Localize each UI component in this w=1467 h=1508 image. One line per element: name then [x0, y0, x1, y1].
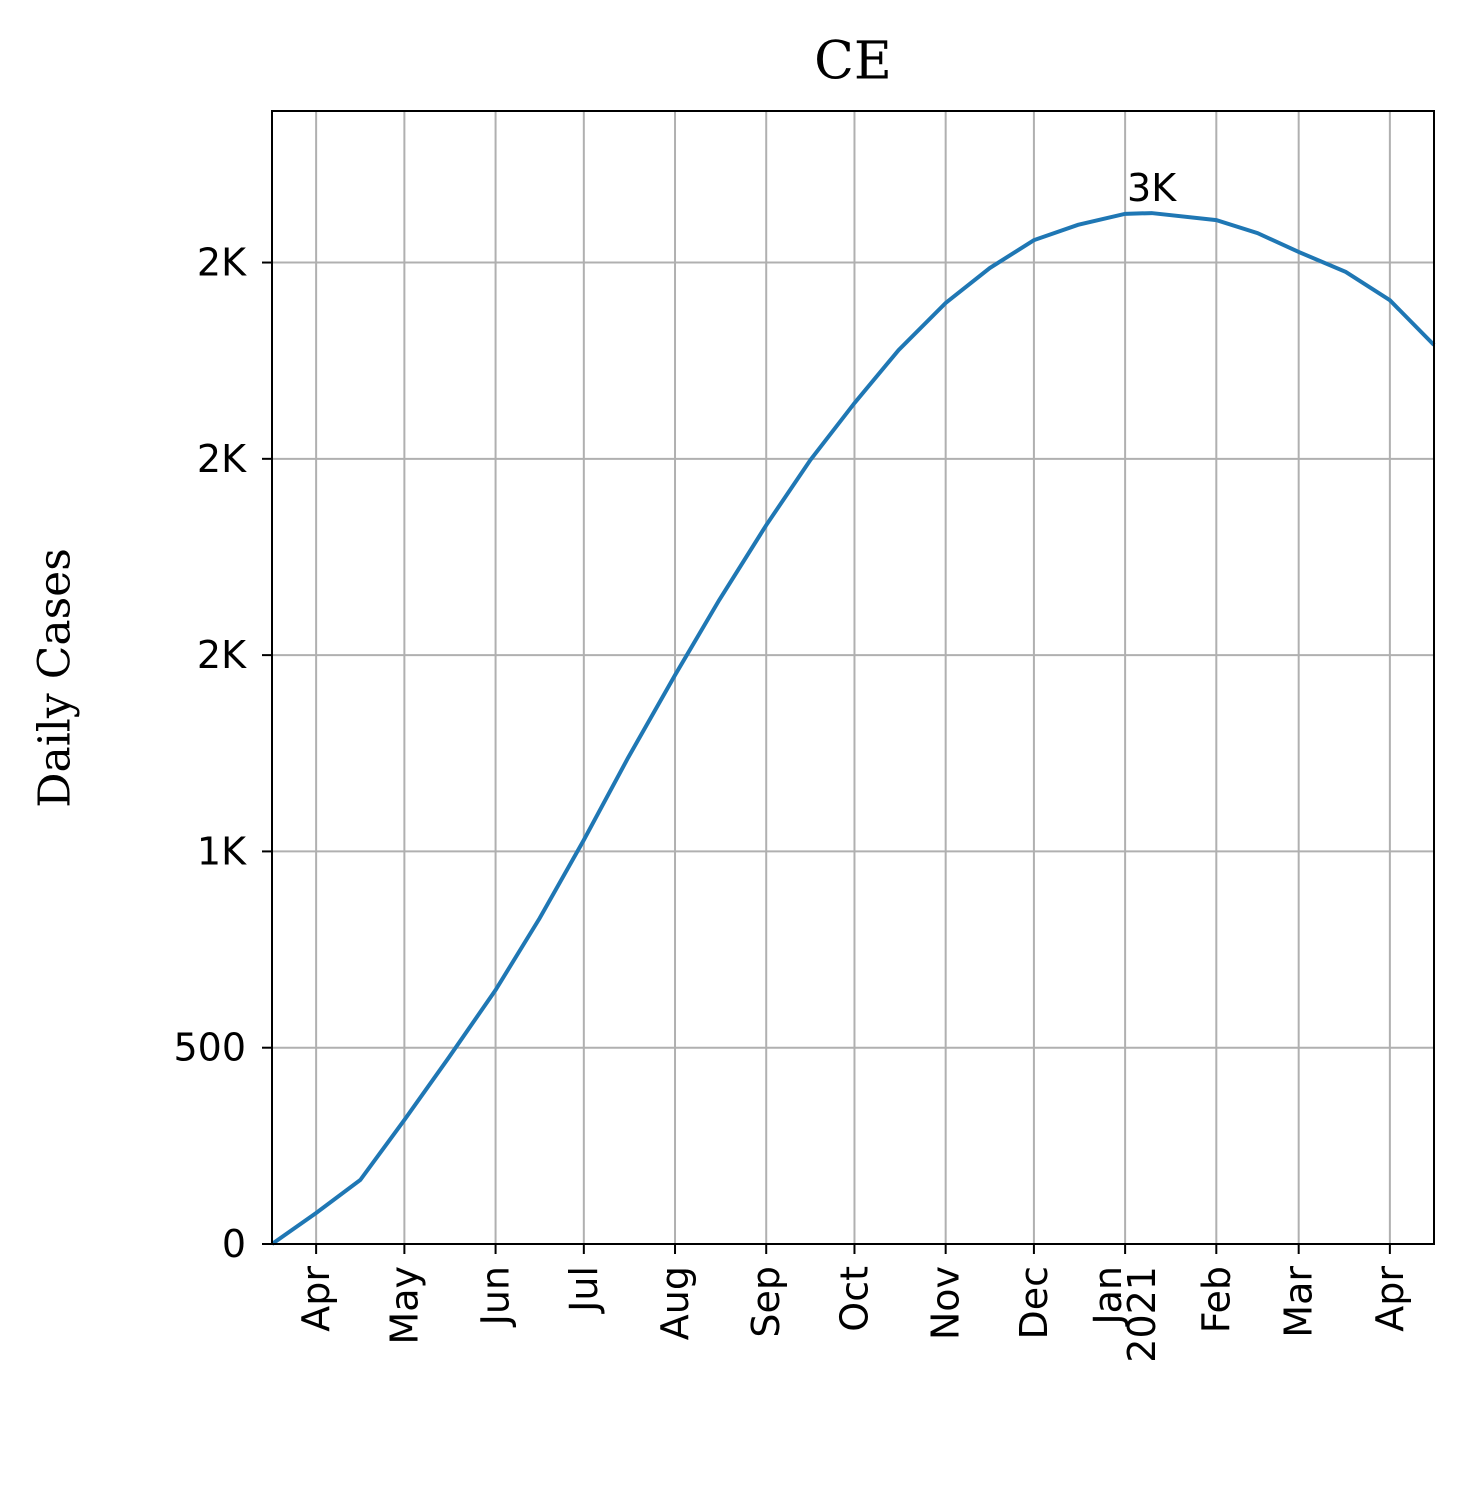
y-axis-label: Daily Cases	[30, 548, 81, 808]
x-tick-label: May	[382, 1266, 426, 1345]
y-tick-label: 0	[222, 1222, 246, 1266]
x-tick-label: Feb	[1194, 1266, 1238, 1333]
x-tick-label: Nov	[924, 1266, 968, 1340]
x-tick-label: Aug	[653, 1266, 697, 1340]
y-tick-label: 2K	[197, 633, 247, 677]
x-tick-label: Apr	[1368, 1266, 1412, 1332]
x-tick-label: Dec	[1012, 1266, 1056, 1340]
y-tick-label: 500	[173, 1026, 246, 1070]
x-tick-label: Sep	[744, 1266, 788, 1338]
chart-title: CE	[814, 32, 892, 92]
x-tick-label: Jun	[474, 1266, 518, 1327]
y-tick-label: 2K	[197, 437, 247, 481]
annotation: 3K	[1127, 166, 1177, 210]
x-tick-label: Oct	[832, 1266, 876, 1332]
y-tick-label: 1K	[197, 829, 247, 873]
x-tick-label: Jul	[562, 1266, 606, 1314]
x-tick-label: Jan2021	[1086, 1266, 1164, 1363]
data-line	[270, 211, 1436, 1246]
y-tick-label: 2K	[197, 241, 247, 285]
x-tick-label: Apr	[294, 1266, 338, 1332]
plot-frame	[271, 110, 1435, 1245]
x-tick-label: Mar	[1277, 1266, 1321, 1338]
